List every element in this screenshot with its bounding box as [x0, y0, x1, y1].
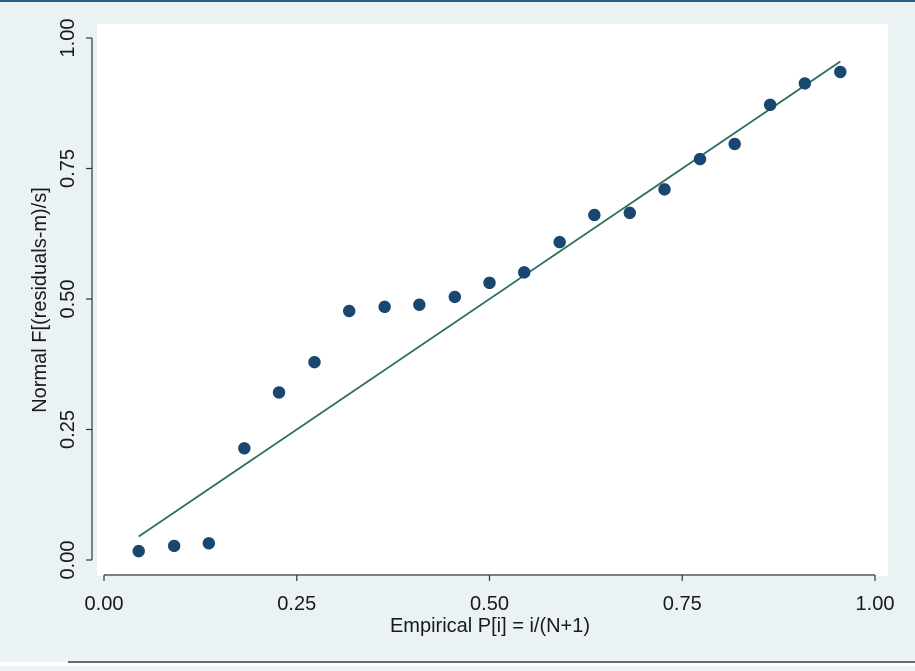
data-point: [658, 183, 671, 196]
data-point: [728, 137, 741, 151]
x-tick-label: 0.50: [470, 593, 509, 615]
y-tick-label: 0.50: [57, 280, 79, 319]
x-axis-title: Empirical P[i] = i/(N+1): [390, 615, 590, 637]
data-point: [517, 266, 531, 279]
data-point: [238, 442, 251, 455]
data-point: [272, 386, 286, 399]
reference-line: [138, 60, 841, 538]
data-point: [483, 276, 496, 290]
y-axis-title: Normal F[(residuals-m)/s]: [29, 187, 51, 413]
data-point: [623, 206, 637, 220]
data-point: [202, 537, 216, 550]
data-point: [834, 65, 847, 79]
data-point: [448, 290, 462, 304]
x-tick-label: 0.25: [277, 593, 316, 615]
x-tick-label: 1.00: [856, 593, 895, 615]
window-top-rule: [0, 0, 915, 2]
data-point: [378, 300, 391, 314]
data-point: [798, 77, 812, 90]
data-point: [413, 298, 426, 311]
y-tick-label: 0.75: [57, 149, 79, 188]
data-point: [693, 152, 707, 166]
data-point: [588, 208, 601, 222]
data-point: [553, 235, 566, 249]
points-layer: [132, 65, 847, 558]
data-point: [308, 355, 321, 369]
x-tick-label: 0.00: [85, 593, 124, 615]
y-axis: 0.00 0.25 0.50 0.75 1.00: [57, 19, 93, 580]
data-point: [342, 304, 356, 318]
data-point: [167, 539, 181, 553]
x-tick-label: 0.75: [663, 593, 702, 615]
x-axis: 0.00 0.25 0.50 0.75 1.00: [85, 574, 895, 615]
data-point: [763, 98, 777, 112]
plot-area: [97, 24, 888, 576]
y-tick-label: 0.25: [57, 410, 79, 449]
y-tick-label: 1.00: [57, 19, 79, 58]
reference-line-layer: [138, 60, 841, 538]
y-tick-label: 0.00: [57, 541, 79, 580]
data-point: [132, 544, 145, 558]
window-bottom-rule: [0, 660, 915, 666]
